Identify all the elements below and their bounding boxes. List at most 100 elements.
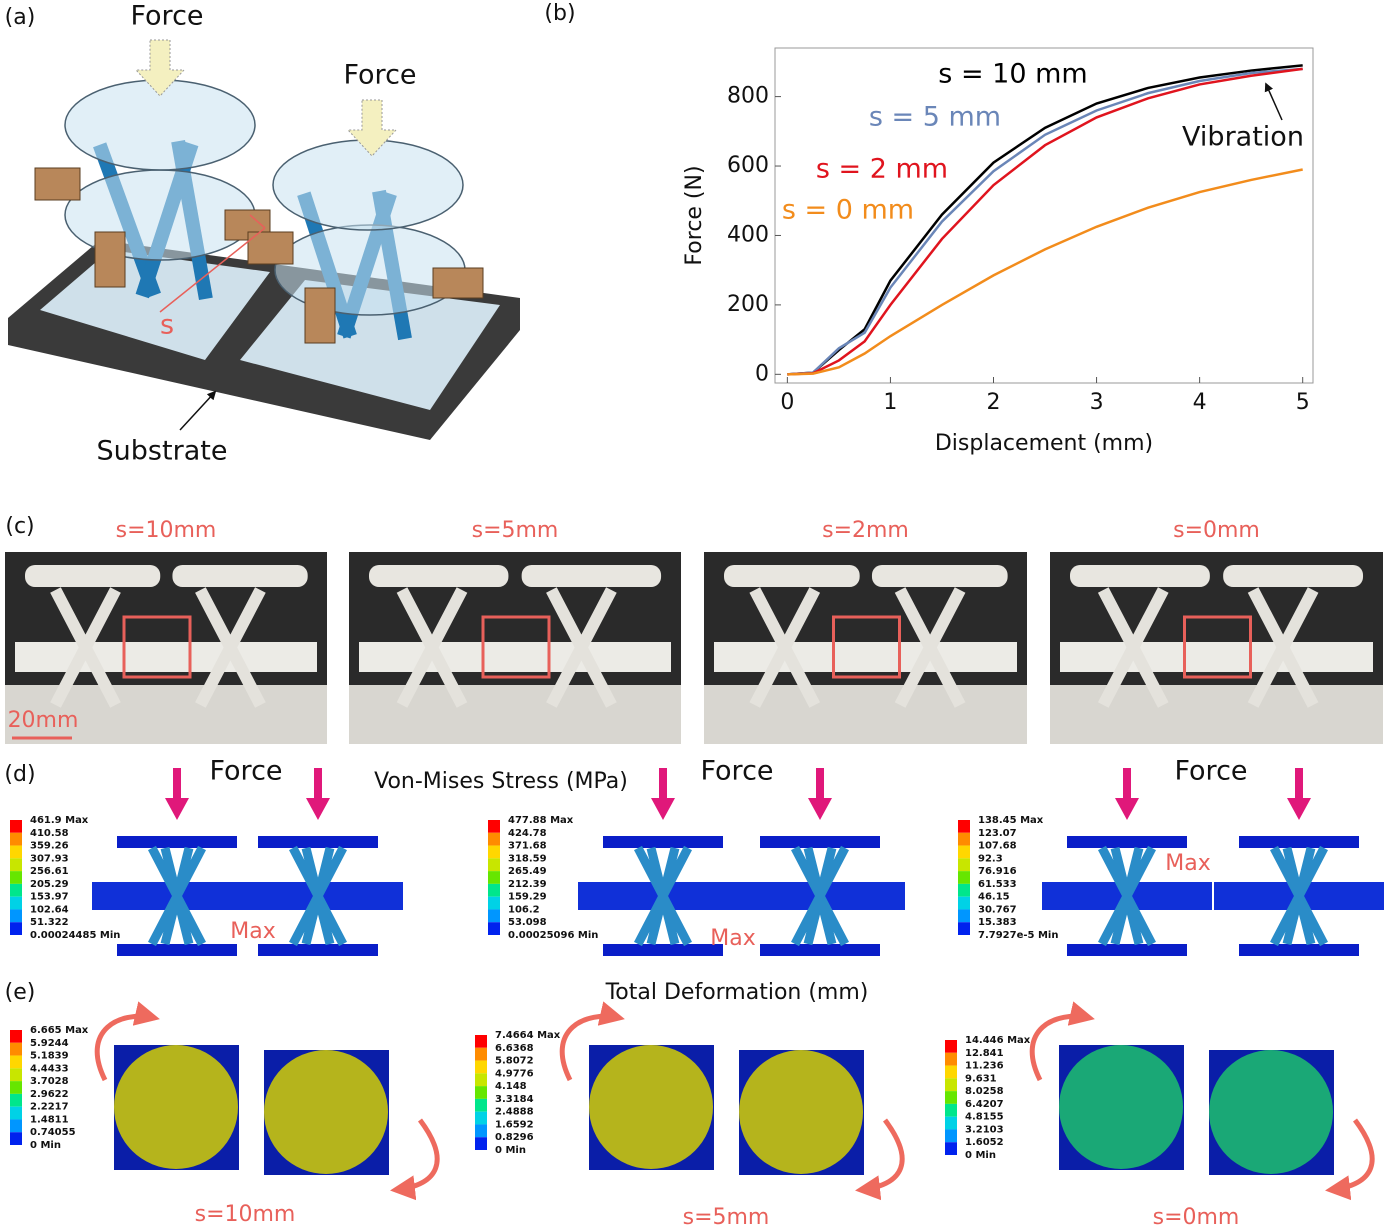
x-tick-label: 1 <box>883 390 897 415</box>
scale-bar-label: 20mm <box>8 708 79 733</box>
colorbar-segment <box>488 871 500 884</box>
y-tick-label: 400 <box>727 222 769 247</box>
colorbar-label: 265.49 <box>508 866 547 877</box>
x-axis-title: Displacement (mm) <box>935 431 1153 456</box>
substrate-arrow <box>179 390 217 431</box>
panel-d-stress: Von-Mises Stress (MPa) 461.9 Max 410.58 359… <box>10 756 1384 956</box>
colorbar-segment <box>475 1124 487 1138</box>
colorbar-segment <box>958 871 970 884</box>
photo-plate <box>25 565 161 587</box>
sim-disc <box>114 1045 238 1169</box>
sim-plate <box>1239 944 1359 956</box>
blocks <box>34 167 484 344</box>
panel-label: (e) <box>5 980 36 1005</box>
photo-lattice <box>50 587 121 708</box>
photo-title: s=2mm <box>822 518 909 543</box>
substrate-label: Substrate <box>97 436 228 467</box>
panel-label: (a) <box>5 5 36 30</box>
y-tick-label: 600 <box>727 153 769 178</box>
colorbar-segment <box>958 858 970 872</box>
photo-lattice <box>1247 587 1319 708</box>
photo-base <box>1050 685 1383 744</box>
colorbar-label: 61.533 <box>978 879 1017 890</box>
photo-lattice <box>546 587 617 708</box>
colorbar-label: 107.68 <box>978 841 1017 852</box>
force-label: Force <box>130 1 203 32</box>
colorbar-label: 8.0258 <box>965 1086 1004 1097</box>
colorbar-segment <box>475 1098 487 1112</box>
colorbar-segment <box>10 871 22 884</box>
colorbar-segment <box>945 1142 957 1155</box>
series-label: s = 0 mm <box>782 195 914 226</box>
panel-label: (d) <box>4 762 35 787</box>
x-tick-label: 4 <box>1193 390 1207 415</box>
force-label: Force <box>1174 756 1247 787</box>
highlight-box <box>1183 615 1252 679</box>
photo-title: s=5mm <box>472 518 559 543</box>
colorbar-segment <box>10 1119 22 1133</box>
annotation: Vibration <box>1182 122 1304 153</box>
photo-plate <box>1223 565 1364 587</box>
colorbar-label: 123.07 <box>978 828 1017 839</box>
panel-title: Total Deformation (mm) <box>605 980 869 1005</box>
sim-plate <box>603 836 723 848</box>
sim-lattice <box>289 845 347 947</box>
max-label: Max <box>710 926 755 951</box>
sim-disc <box>1059 1045 1183 1169</box>
colorbar-segment <box>475 1047 487 1061</box>
colorbar-label: 3.3184 <box>495 1094 534 1105</box>
rotation-arrow <box>390 1118 440 1201</box>
rotation-arrow <box>1029 1001 1095 1082</box>
colorbar-label: 4.9776 <box>495 1068 534 1079</box>
force-arrow <box>1287 768 1311 820</box>
x-tick-label: 0 <box>780 390 794 415</box>
photo-lattice <box>195 587 266 708</box>
colorbar-label: 307.93 <box>30 853 69 864</box>
colorbar-segment <box>958 845 970 859</box>
photo-plate <box>172 565 308 587</box>
colorbar-segment <box>10 1132 22 1145</box>
colorbar-segment <box>10 858 22 872</box>
photo-lattice <box>894 587 966 708</box>
colorbar-label: 1.6592 <box>495 1119 534 1130</box>
colorbar-label: 102.64 <box>30 904 69 915</box>
colorbar-label: 14.446 Max <box>965 1035 1031 1046</box>
photo-bar <box>15 642 317 672</box>
colorbar-label: 53.098 <box>508 917 547 928</box>
colorbar-label: 371.68 <box>508 841 547 852</box>
colorbar-segment <box>488 922 500 935</box>
sim-plate <box>1067 836 1187 848</box>
photo-plate <box>871 565 1008 587</box>
colorbar-segment <box>958 832 970 846</box>
colorbar-label: 477.88 Max <box>508 815 574 826</box>
highlight-box <box>481 615 551 679</box>
sim-plate <box>258 836 378 848</box>
colorbar-segment <box>10 922 22 935</box>
colorbar-segment <box>958 922 970 935</box>
force-label: Force <box>343 60 416 91</box>
photo-plate <box>369 565 509 587</box>
colorbar-segment <box>945 1078 957 1092</box>
force-arrow <box>165 768 189 820</box>
colorbar-segment <box>945 1116 957 1130</box>
force-arrow <box>651 768 675 820</box>
series-line <box>787 64 1303 376</box>
rotation-arrow <box>855 1118 905 1201</box>
colorbar-segment <box>10 820 22 833</box>
max-label: Max <box>230 919 275 944</box>
colorbar-label: 76.916 <box>978 866 1017 877</box>
colorbar-label: 5.8072 <box>495 1056 534 1067</box>
series-label: s = 10 mm <box>938 59 1087 90</box>
photo-lattice <box>396 587 468 708</box>
colorbar-label: 2.4888 <box>495 1107 534 1118</box>
colorbar-segment <box>488 832 500 846</box>
colorbar-label: 30.767 <box>978 904 1017 915</box>
photo-plate <box>1070 565 1210 587</box>
panel-b-chart: 0 1 2 3 4 5 0 200 400 600 800 Displacement (mm) Forc… <box>682 47 1314 456</box>
colorbar-segment <box>10 1030 22 1043</box>
colorbar-label: 0.00025096 Min <box>508 930 598 941</box>
colorbar-label: 0 Min <box>965 1150 996 1161</box>
highlight-box <box>122 615 192 679</box>
colorbar-segment <box>10 1081 22 1094</box>
x-tick-label: 2 <box>986 390 1000 415</box>
